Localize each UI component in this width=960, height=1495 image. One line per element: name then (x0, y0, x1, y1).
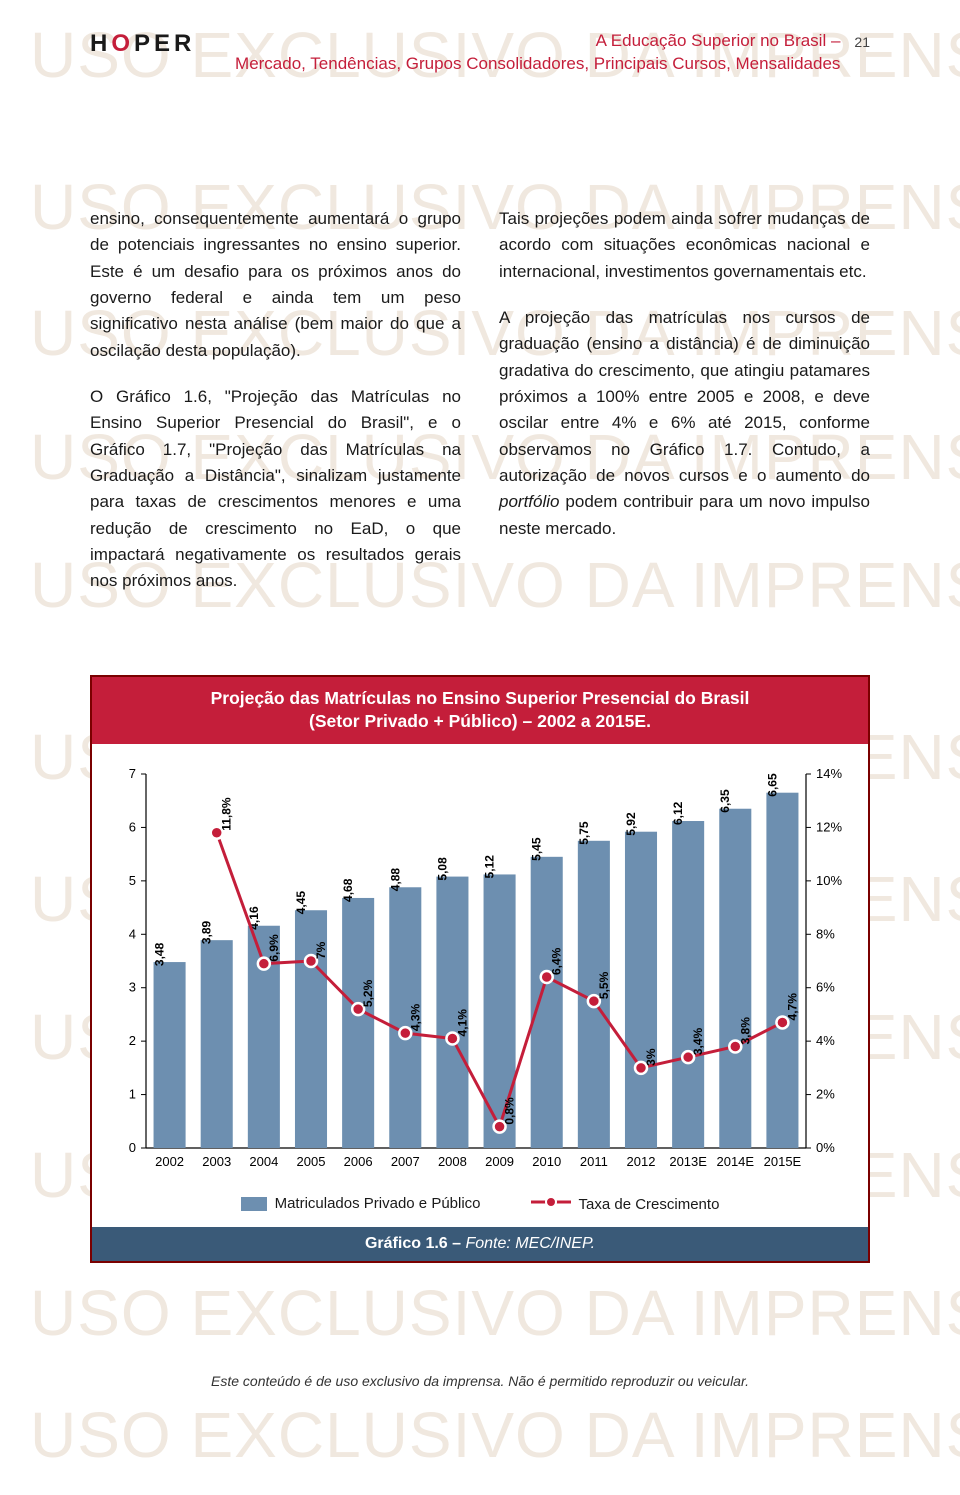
svg-text:2%: 2% (816, 1087, 835, 1102)
svg-text:5,92: 5,92 (624, 812, 638, 836)
svg-text:5: 5 (129, 873, 136, 888)
svg-text:2013E: 2013E (669, 1154, 707, 1169)
svg-text:3,4%: 3,4% (691, 1027, 705, 1055)
svg-text:4,68: 4,68 (341, 878, 355, 902)
chart-legend: Matriculados Privado e Público Taxa de C… (92, 1191, 868, 1227)
svg-text:10%: 10% (816, 873, 842, 888)
svg-text:4,7%: 4,7% (785, 993, 799, 1021)
svg-text:0: 0 (129, 1140, 136, 1155)
svg-text:7: 7 (129, 766, 136, 781)
svg-text:0%: 0% (816, 1140, 835, 1155)
svg-text:4,88: 4,88 (388, 868, 402, 892)
svg-text:6: 6 (129, 819, 136, 834)
svg-text:2012: 2012 (627, 1154, 656, 1169)
svg-text:2008: 2008 (438, 1154, 467, 1169)
svg-text:2007: 2007 (391, 1154, 420, 1169)
chart-title: Projeção das Matrículas no Ensino Superi… (92, 677, 868, 744)
legend-line: Taxa de Crescimento (531, 1195, 720, 1213)
svg-text:4%: 4% (816, 1033, 835, 1048)
svg-text:6,65: 6,65 (765, 773, 779, 797)
svg-text:5,75: 5,75 (577, 821, 591, 845)
svg-text:8%: 8% (816, 926, 835, 941)
svg-text:2009: 2009 (485, 1154, 514, 1169)
svg-text:2002: 2002 (155, 1154, 184, 1169)
svg-text:3%: 3% (644, 1048, 658, 1066)
svg-text:2003: 2003 (202, 1154, 231, 1169)
svg-text:6,35: 6,35 (718, 789, 732, 813)
svg-text:2006: 2006 (344, 1154, 373, 1169)
svg-text:5,12: 5,12 (483, 855, 497, 879)
svg-text:4,45: 4,45 (294, 890, 308, 914)
chart-canvas: 0 1 2 3 4 5 6 7 0% 2% 4% 6% 8% 10% 12% 14% 3,48 2002 3,89 2… (102, 758, 858, 1178)
svg-text:4,1%: 4,1% (455, 1009, 469, 1037)
svg-text:2014E: 2014E (716, 1154, 754, 1169)
chart-block: Projeção das Matrículas no Ensino Superi… (90, 675, 870, 1263)
svg-text:1: 1 (129, 1087, 136, 1102)
svg-text:0,8%: 0,8% (503, 1097, 517, 1125)
svg-text:3,8%: 3,8% (738, 1017, 752, 1045)
svg-text:3: 3 (129, 980, 136, 995)
svg-text:6,4%: 6,4% (550, 947, 564, 975)
svg-text:2: 2 (129, 1033, 136, 1048)
svg-text:11,8%: 11,8% (220, 797, 234, 831)
svg-text:2011: 2011 (580, 1154, 608, 1169)
svg-text:4: 4 (129, 926, 136, 941)
legend-bar: Matriculados Privado e Público (241, 1195, 481, 1212)
svg-text:5,2%: 5,2% (361, 979, 375, 1007)
body-columns: ensino, consequentemente aumentará o gru… (90, 206, 870, 595)
svg-text:12%: 12% (816, 819, 842, 834)
page-header: HOPER A Educação Superior no Brasil – Me… (90, 30, 870, 76)
svg-text:2015E: 2015E (764, 1154, 802, 1169)
header-title: A Educação Superior no Brasil – Mercado,… (235, 30, 840, 76)
svg-text:3,48: 3,48 (153, 942, 167, 966)
svg-text:6,9%: 6,9% (267, 934, 281, 962)
logo: HOPER (90, 30, 195, 58)
svg-text:5,5%: 5,5% (597, 971, 611, 999)
svg-text:5,45: 5,45 (530, 837, 544, 861)
svg-text:6,12: 6,12 (671, 801, 685, 825)
bottom-note: Este conteúdo é de uso exclusivo da impr… (90, 1373, 870, 1389)
svg-text:2004: 2004 (249, 1154, 278, 1169)
body-left-column: ensino, consequentemente aumentará o gru… (90, 206, 461, 595)
svg-text:2010: 2010 (532, 1154, 561, 1169)
svg-text:4,3%: 4,3% (408, 1003, 422, 1031)
svg-text:7%: 7% (314, 941, 328, 959)
svg-text:3,89: 3,89 (200, 920, 214, 944)
svg-text:6%: 6% (816, 980, 835, 995)
svg-text:14%: 14% (816, 766, 842, 781)
body-right-column: Tais projeções podem ainda sofrer mudanç… (499, 206, 870, 595)
svg-text:5,08: 5,08 (435, 857, 449, 881)
svg-text:2005: 2005 (297, 1154, 326, 1169)
chart-footer: Gráfico 1.6 – Fonte: MEC/INEP. (92, 1227, 868, 1261)
page-number: 21 (854, 30, 870, 50)
